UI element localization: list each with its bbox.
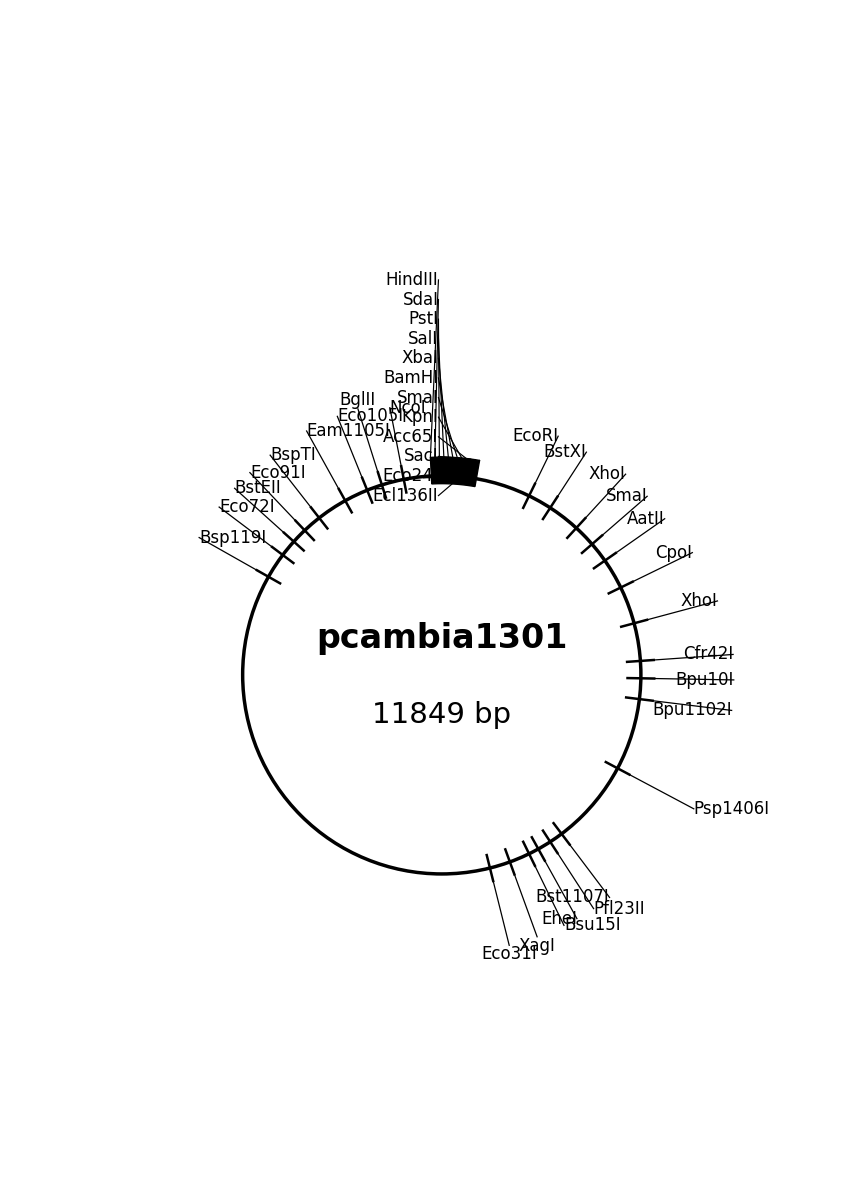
Text: SmaI: SmaI [396, 388, 438, 406]
Text: EheI: EheI [541, 910, 576, 928]
Text: Ecl136II: Ecl136II [373, 487, 438, 505]
Text: PstI: PstI [408, 310, 438, 328]
Polygon shape [430, 457, 479, 487]
Text: Eco24I: Eco24I [382, 467, 438, 485]
Text: XhoI: XhoI [680, 592, 716, 610]
Text: Eco72I: Eco72I [219, 498, 275, 516]
Text: Bsp119I: Bsp119I [199, 529, 266, 547]
Text: Bst1107I: Bst1107I [536, 888, 609, 906]
Text: SmaI: SmaI [604, 487, 647, 505]
Text: XhoI: XhoI [588, 466, 625, 484]
Text: BspTI: BspTI [269, 447, 315, 464]
Text: Eco105I: Eco105I [337, 407, 403, 425]
Text: XbaI: XbaI [401, 349, 438, 367]
Text: Acc65I: Acc65I [383, 428, 438, 445]
Text: BstEII: BstEII [234, 479, 281, 498]
Text: pcambia1301: pcambia1301 [316, 622, 567, 655]
Text: HindIII: HindIII [385, 270, 438, 289]
Text: EcoRI: EcoRI [511, 428, 558, 445]
Text: SacI: SacI [403, 448, 438, 466]
Text: KpnI: KpnI [401, 409, 438, 426]
Text: 11849 bp: 11849 bp [372, 700, 511, 729]
Text: Eco91I: Eco91I [250, 463, 305, 481]
Text: Bsu15I: Bsu15I [563, 916, 620, 935]
Text: BamHI: BamHI [383, 369, 438, 387]
Text: SdaI: SdaI [402, 291, 438, 308]
Text: Cfr42I: Cfr42I [682, 646, 732, 663]
Text: Eam1105I: Eam1105I [307, 422, 390, 439]
Text: NcoI: NcoI [389, 399, 426, 417]
Text: BstXI: BstXI [543, 443, 585, 461]
Text: Eco31I: Eco31I [480, 946, 536, 964]
Text: Psp1406I: Psp1406I [693, 800, 769, 818]
Text: Pfl23II: Pfl23II [593, 899, 645, 917]
Text: CpoI: CpoI [654, 543, 691, 562]
Text: Bpu1102I: Bpu1102I [651, 701, 731, 719]
Text: BglII: BglII [339, 391, 375, 409]
Text: SalI: SalI [408, 330, 438, 348]
Text: XagI: XagI [518, 937, 554, 955]
Text: Bpu10I: Bpu10I [675, 671, 733, 688]
Text: AatII: AatII [626, 510, 664, 528]
